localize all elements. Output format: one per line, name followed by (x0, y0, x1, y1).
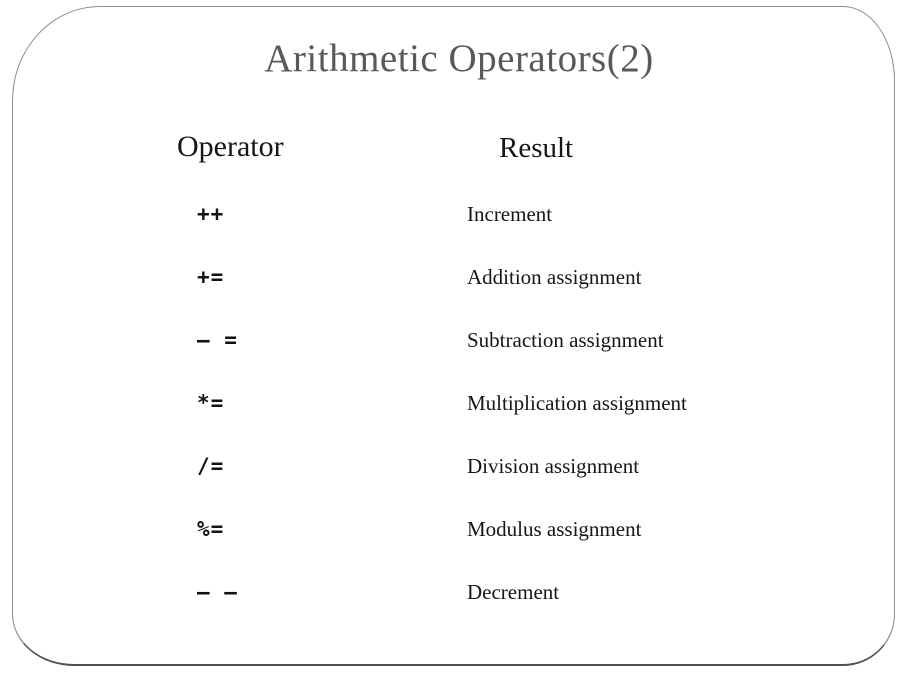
result-cell: Multiplication assignment (467, 391, 687, 415)
operator-table: ++ Increment += Addition assignment – = … (0, 183, 900, 624)
slide-title: Arithmetic Operators(2) (264, 37, 654, 80)
column-header-result: Result (499, 132, 574, 164)
table-row: /= Division assignment (0, 435, 900, 498)
result-cell: Addition assignment (467, 265, 642, 289)
column-header-operator: Operator (177, 130, 284, 163)
operator-cell: += (197, 265, 225, 289)
table-row: *= Multiplication assignment (0, 372, 900, 435)
operator-cell: ++ (197, 202, 225, 226)
table-row: ++ Increment (0, 183, 900, 246)
operator-cell: /= (197, 454, 225, 478)
table-row: %= Modulus assignment (0, 498, 900, 561)
operator-cell: *= (197, 391, 225, 415)
result-cell: Division assignment (467, 454, 640, 478)
result-cell: Increment (467, 202, 553, 226)
table-row: – = Subtraction assignment (0, 309, 900, 372)
result-cell: Modulus assignment (467, 517, 642, 541)
slide-frame (12, 6, 895, 666)
result-cell: Decrement (467, 580, 560, 604)
result-cell: Subtraction assignment (467, 328, 664, 352)
operator-cell: %= (197, 517, 225, 541)
operator-cell: – = (197, 328, 238, 352)
table-row: – – Decrement (0, 561, 900, 624)
table-row: += Addition assignment (0, 246, 900, 309)
operator-cell: – – (197, 580, 238, 604)
